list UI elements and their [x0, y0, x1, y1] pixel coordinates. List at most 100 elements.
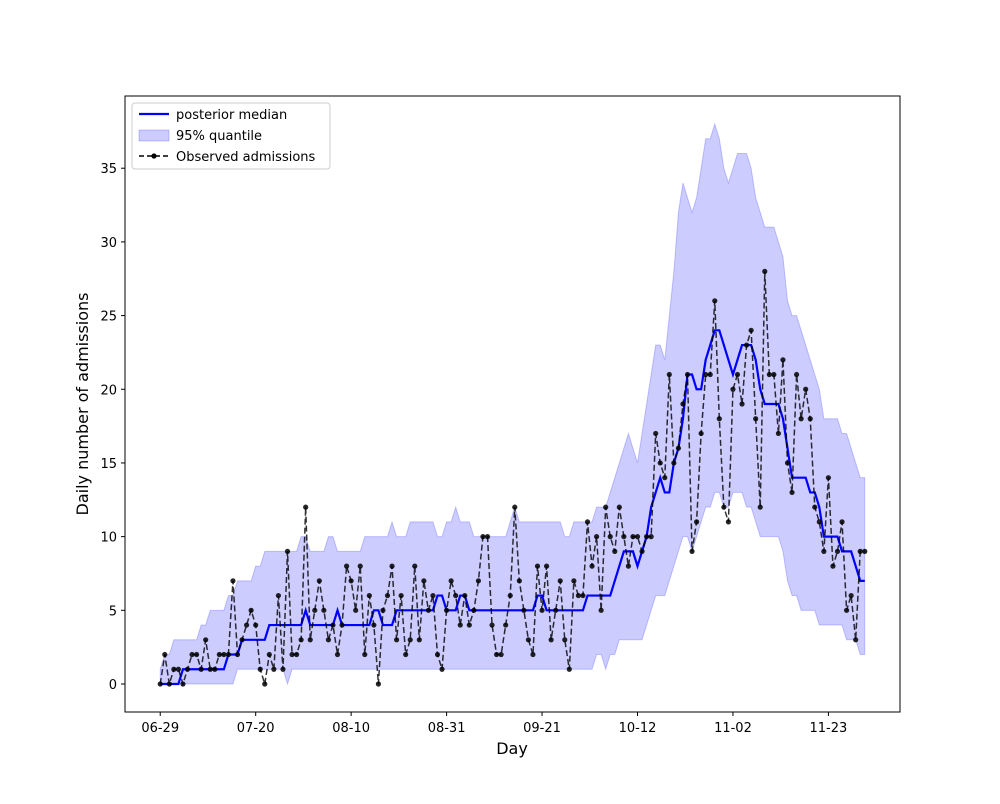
y-tick-label: 5: [109, 604, 117, 619]
observed-point: [457, 622, 463, 628]
observed-point: [498, 651, 504, 658]
observed-point: [803, 386, 809, 392]
observed-point: [357, 563, 363, 569]
observed-point: [598, 607, 604, 613]
observed-point: [439, 666, 445, 672]
observed-point: [307, 637, 313, 643]
observed-point: [603, 504, 609, 510]
observed-point: [266, 651, 272, 658]
observed-point: [312, 607, 318, 613]
observed-point: [525, 637, 532, 643]
quantile-band: [159, 122, 866, 686]
observed-point: [234, 651, 241, 658]
observed-point: [193, 651, 200, 658]
observed-point: [766, 371, 772, 378]
observed-point: [534, 563, 541, 569]
y-tick-label: 15: [100, 457, 117, 472]
observed-point: [416, 637, 422, 643]
observed-point: [780, 357, 786, 363]
x-tick-label: 08-31: [428, 721, 466, 736]
legend-box: [131, 102, 331, 170]
observed-point: [630, 534, 636, 540]
observed-point: [443, 607, 450, 613]
observed-point: [562, 637, 568, 643]
observed-point: [680, 401, 686, 407]
observed-point: [366, 592, 372, 599]
observed-point: [857, 548, 863, 554]
observed-point: [734, 371, 741, 378]
observed-point: [821, 548, 827, 554]
x-tick-label: 11-02: [714, 721, 752, 736]
observed-point: [207, 666, 213, 672]
observed-point: [839, 519, 845, 525]
observed-point: [639, 548, 645, 554]
observed-point: [571, 578, 577, 584]
observed-point: [162, 651, 168, 658]
y-tick-label: 20: [100, 383, 117, 398]
observed-point: [412, 563, 418, 569]
observed-point: [503, 622, 509, 628]
observed-point: [262, 681, 268, 687]
observed-point: [171, 666, 177, 672]
observed-point: [584, 519, 591, 525]
observed-point: [548, 637, 554, 643]
observed-point: [621, 534, 627, 540]
observed-point: [566, 666, 572, 672]
observed-point: [848, 592, 854, 599]
y-tick-label: 30: [100, 236, 117, 251]
observed-point: [298, 637, 304, 643]
observed-point: [721, 504, 727, 510]
observed-point: [475, 578, 482, 584]
observed-point: [666, 371, 672, 378]
observed-point: [321, 607, 327, 613]
observed-point: [375, 681, 382, 687]
x-tick-label: 07-20: [237, 721, 275, 736]
legend-label: 95% quantile: [176, 129, 262, 144]
observed-point: [671, 460, 677, 466]
observed-point: [607, 534, 613, 540]
observed-point: [384, 592, 391, 599]
observed-point: [612, 548, 618, 554]
observed-point: [553, 607, 559, 613]
observed-point: [753, 416, 759, 422]
x-tick-label: 06-29: [141, 721, 179, 736]
observed-point: [425, 607, 432, 613]
observed-point: [807, 416, 813, 422]
observed-point: [862, 548, 868, 554]
observed-point: [271, 666, 277, 672]
observed-point: [648, 534, 654, 540]
x-tick-label: 09-21: [523, 721, 561, 736]
observed-point: [430, 592, 436, 599]
observed-point: [657, 460, 663, 466]
observed-point: [834, 548, 841, 554]
observed-point: [684, 371, 691, 378]
x-tick-label: 10-12: [619, 721, 657, 736]
observed-point: [739, 401, 745, 407]
observed-point: [757, 504, 763, 510]
observed-point: [530, 651, 536, 658]
observed-point: [575, 592, 582, 599]
observed-point: [743, 342, 750, 348]
observed-point: [239, 637, 245, 643]
y-tick-label: 25: [100, 310, 117, 325]
observed-point: [512, 504, 518, 510]
observed-point: [180, 681, 186, 687]
observed-point: [812, 504, 818, 510]
observed-point: [403, 651, 409, 658]
observed-point: [689, 548, 695, 554]
observed-point: [543, 563, 550, 569]
observed-point: [653, 430, 659, 437]
observed-point: [466, 622, 472, 628]
observed-point: [798, 416, 804, 422]
observed-point: [280, 666, 286, 672]
observed-point: [712, 298, 718, 304]
y-tick-label: 0: [109, 678, 117, 693]
observed-point: [393, 637, 400, 643]
observed-point: [675, 445, 682, 451]
observed-point: [730, 386, 736, 392]
observed-point: [693, 519, 700, 525]
observed-point: [184, 666, 191, 672]
observed-point: [275, 592, 282, 599]
observed-point: [253, 622, 259, 628]
observed-point: [793, 371, 800, 378]
